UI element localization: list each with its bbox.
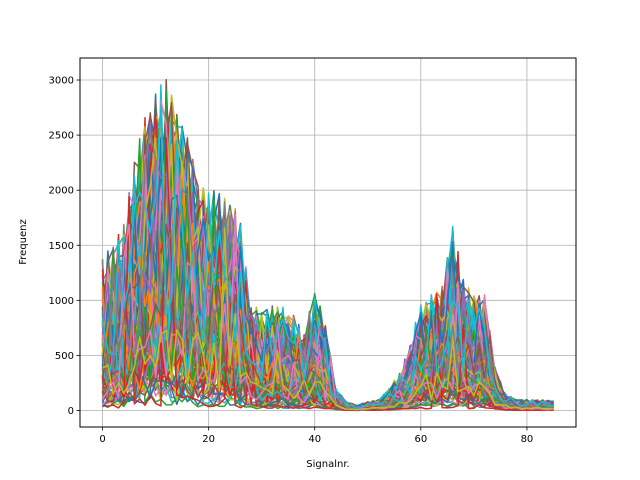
y-tick-label: 2000 bbox=[49, 186, 74, 197]
x-tick-label: 40 bbox=[308, 434, 321, 445]
plot-frame bbox=[79, 57, 577, 428]
y-axis-ticks: 0 500 1000 1500 2000 2500 3000 bbox=[49, 76, 80, 417]
y-tick-label: 0 bbox=[68, 406, 74, 417]
x-tick-label: 60 bbox=[414, 434, 427, 445]
y-tick-label: 2500 bbox=[49, 131, 74, 142]
x-tick-label: 20 bbox=[202, 434, 215, 445]
series-line bbox=[101, 113, 554, 411]
x-axis-label: Signalnr. bbox=[306, 459, 349, 470]
y-tick-label: 1000 bbox=[49, 296, 74, 307]
x-axis-ticks: 0 20 40 60 80 bbox=[99, 427, 533, 445]
series-line bbox=[101, 285, 554, 411]
series-line bbox=[101, 103, 554, 410]
series-line bbox=[102, 137, 554, 412]
x-tick-label: 80 bbox=[521, 434, 534, 445]
series-group bbox=[101, 78, 555, 412]
x-tick-label: 0 bbox=[99, 434, 105, 445]
y-tick-label: 1500 bbox=[49, 241, 74, 252]
y-tick-label: 500 bbox=[55, 351, 74, 362]
y-axis-label: Frequenz bbox=[18, 219, 29, 265]
series-line bbox=[102, 227, 554, 411]
y-tick-label: 3000 bbox=[49, 76, 74, 87]
series-line bbox=[101, 131, 554, 411]
